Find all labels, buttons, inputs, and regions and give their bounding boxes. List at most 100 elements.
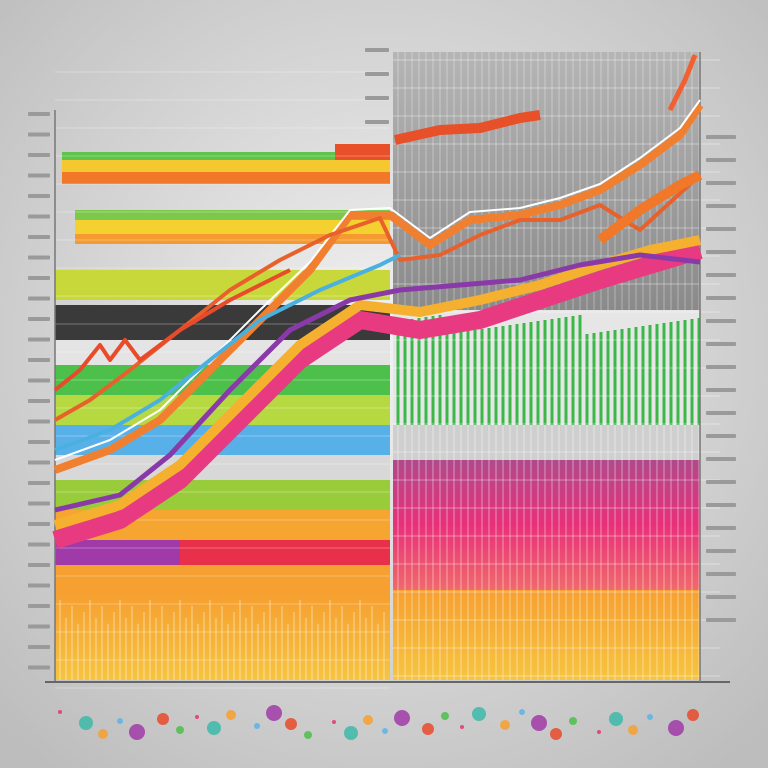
tick-mark xyxy=(706,319,736,323)
band xyxy=(55,565,390,595)
tick-mark xyxy=(365,120,389,124)
band xyxy=(335,144,390,160)
tick-mark xyxy=(28,173,50,178)
band xyxy=(55,365,390,395)
trend-line xyxy=(597,170,703,244)
tick-mark xyxy=(28,624,50,629)
dot xyxy=(394,710,410,726)
dot xyxy=(285,718,297,730)
dot xyxy=(519,709,525,715)
band xyxy=(55,540,180,565)
dot xyxy=(363,715,373,725)
tick-mark xyxy=(28,645,50,649)
vertical-lines xyxy=(59,52,701,680)
panel-pink xyxy=(393,460,700,590)
trend-line xyxy=(393,110,541,145)
dot xyxy=(460,725,464,729)
trend-line xyxy=(54,99,701,461)
dot xyxy=(304,731,312,739)
dot xyxy=(531,715,547,731)
trend-band xyxy=(52,241,703,549)
tick-mark xyxy=(706,135,736,139)
tick-mark xyxy=(706,181,736,185)
trend-line xyxy=(53,268,291,392)
tick-mark xyxy=(28,112,50,116)
tick-mark xyxy=(706,388,736,392)
tick-mark xyxy=(706,296,736,300)
tick-mark xyxy=(28,481,50,485)
dot xyxy=(195,715,199,719)
dot xyxy=(266,705,282,721)
dot xyxy=(569,717,577,725)
tick-mark xyxy=(28,358,50,362)
trend-line xyxy=(53,102,704,474)
tick-mark xyxy=(706,618,736,622)
dot xyxy=(344,726,358,740)
tick-mark xyxy=(706,434,736,438)
tick-mark xyxy=(28,583,50,588)
trend-lines xyxy=(52,54,704,549)
band xyxy=(180,540,390,565)
right-panel xyxy=(55,52,720,689)
tick-mark xyxy=(28,665,50,670)
panel-gap xyxy=(393,425,700,460)
dot xyxy=(254,723,260,729)
tick-mark xyxy=(365,72,389,76)
dot xyxy=(441,712,449,720)
dot xyxy=(628,725,638,735)
band xyxy=(62,152,390,162)
tick-mark xyxy=(28,194,50,198)
trend-line xyxy=(54,252,701,513)
dot xyxy=(647,714,653,720)
dot xyxy=(176,726,184,734)
dot xyxy=(79,716,93,730)
band xyxy=(62,160,390,174)
dot xyxy=(472,707,486,721)
tick-mark xyxy=(28,317,50,321)
tick-marks xyxy=(28,48,736,670)
tick-mark xyxy=(28,153,50,157)
dot xyxy=(597,730,601,734)
tick-mark xyxy=(706,549,736,553)
tick-mark xyxy=(28,604,50,608)
tick-mark xyxy=(365,48,389,52)
dot xyxy=(98,729,108,739)
tick-mark xyxy=(706,273,736,277)
trend-line xyxy=(667,54,698,112)
dot xyxy=(500,720,510,730)
decorations xyxy=(58,705,699,740)
tick-mark xyxy=(28,542,50,547)
tick-mark xyxy=(706,250,736,254)
tick-mark xyxy=(706,595,736,599)
dot xyxy=(226,710,236,720)
tick-mark xyxy=(28,522,50,526)
band xyxy=(75,234,390,244)
dot xyxy=(668,720,684,736)
tick-mark xyxy=(28,399,50,403)
tick-mark xyxy=(706,365,736,369)
dot xyxy=(382,728,388,734)
tick-mark xyxy=(365,96,389,100)
dot xyxy=(687,709,699,721)
tick-mark xyxy=(706,572,736,576)
tick-mark xyxy=(706,411,736,415)
tick-mark xyxy=(28,378,50,383)
tick-mark xyxy=(706,526,736,530)
tick-mark xyxy=(28,501,50,506)
horizontal-lines xyxy=(55,59,720,689)
tick-mark xyxy=(706,503,736,507)
tick-mark xyxy=(28,440,50,444)
tick-mark xyxy=(706,457,736,461)
band xyxy=(75,220,390,234)
dot xyxy=(550,728,562,740)
tick-mark xyxy=(28,563,50,567)
tick-mark xyxy=(28,214,50,219)
band xyxy=(62,172,390,184)
tick-mark xyxy=(706,158,736,162)
tick-mark xyxy=(28,132,50,137)
dot xyxy=(207,721,221,735)
tick-mark xyxy=(28,337,50,342)
tick-mark xyxy=(28,296,50,301)
dot xyxy=(58,710,62,714)
